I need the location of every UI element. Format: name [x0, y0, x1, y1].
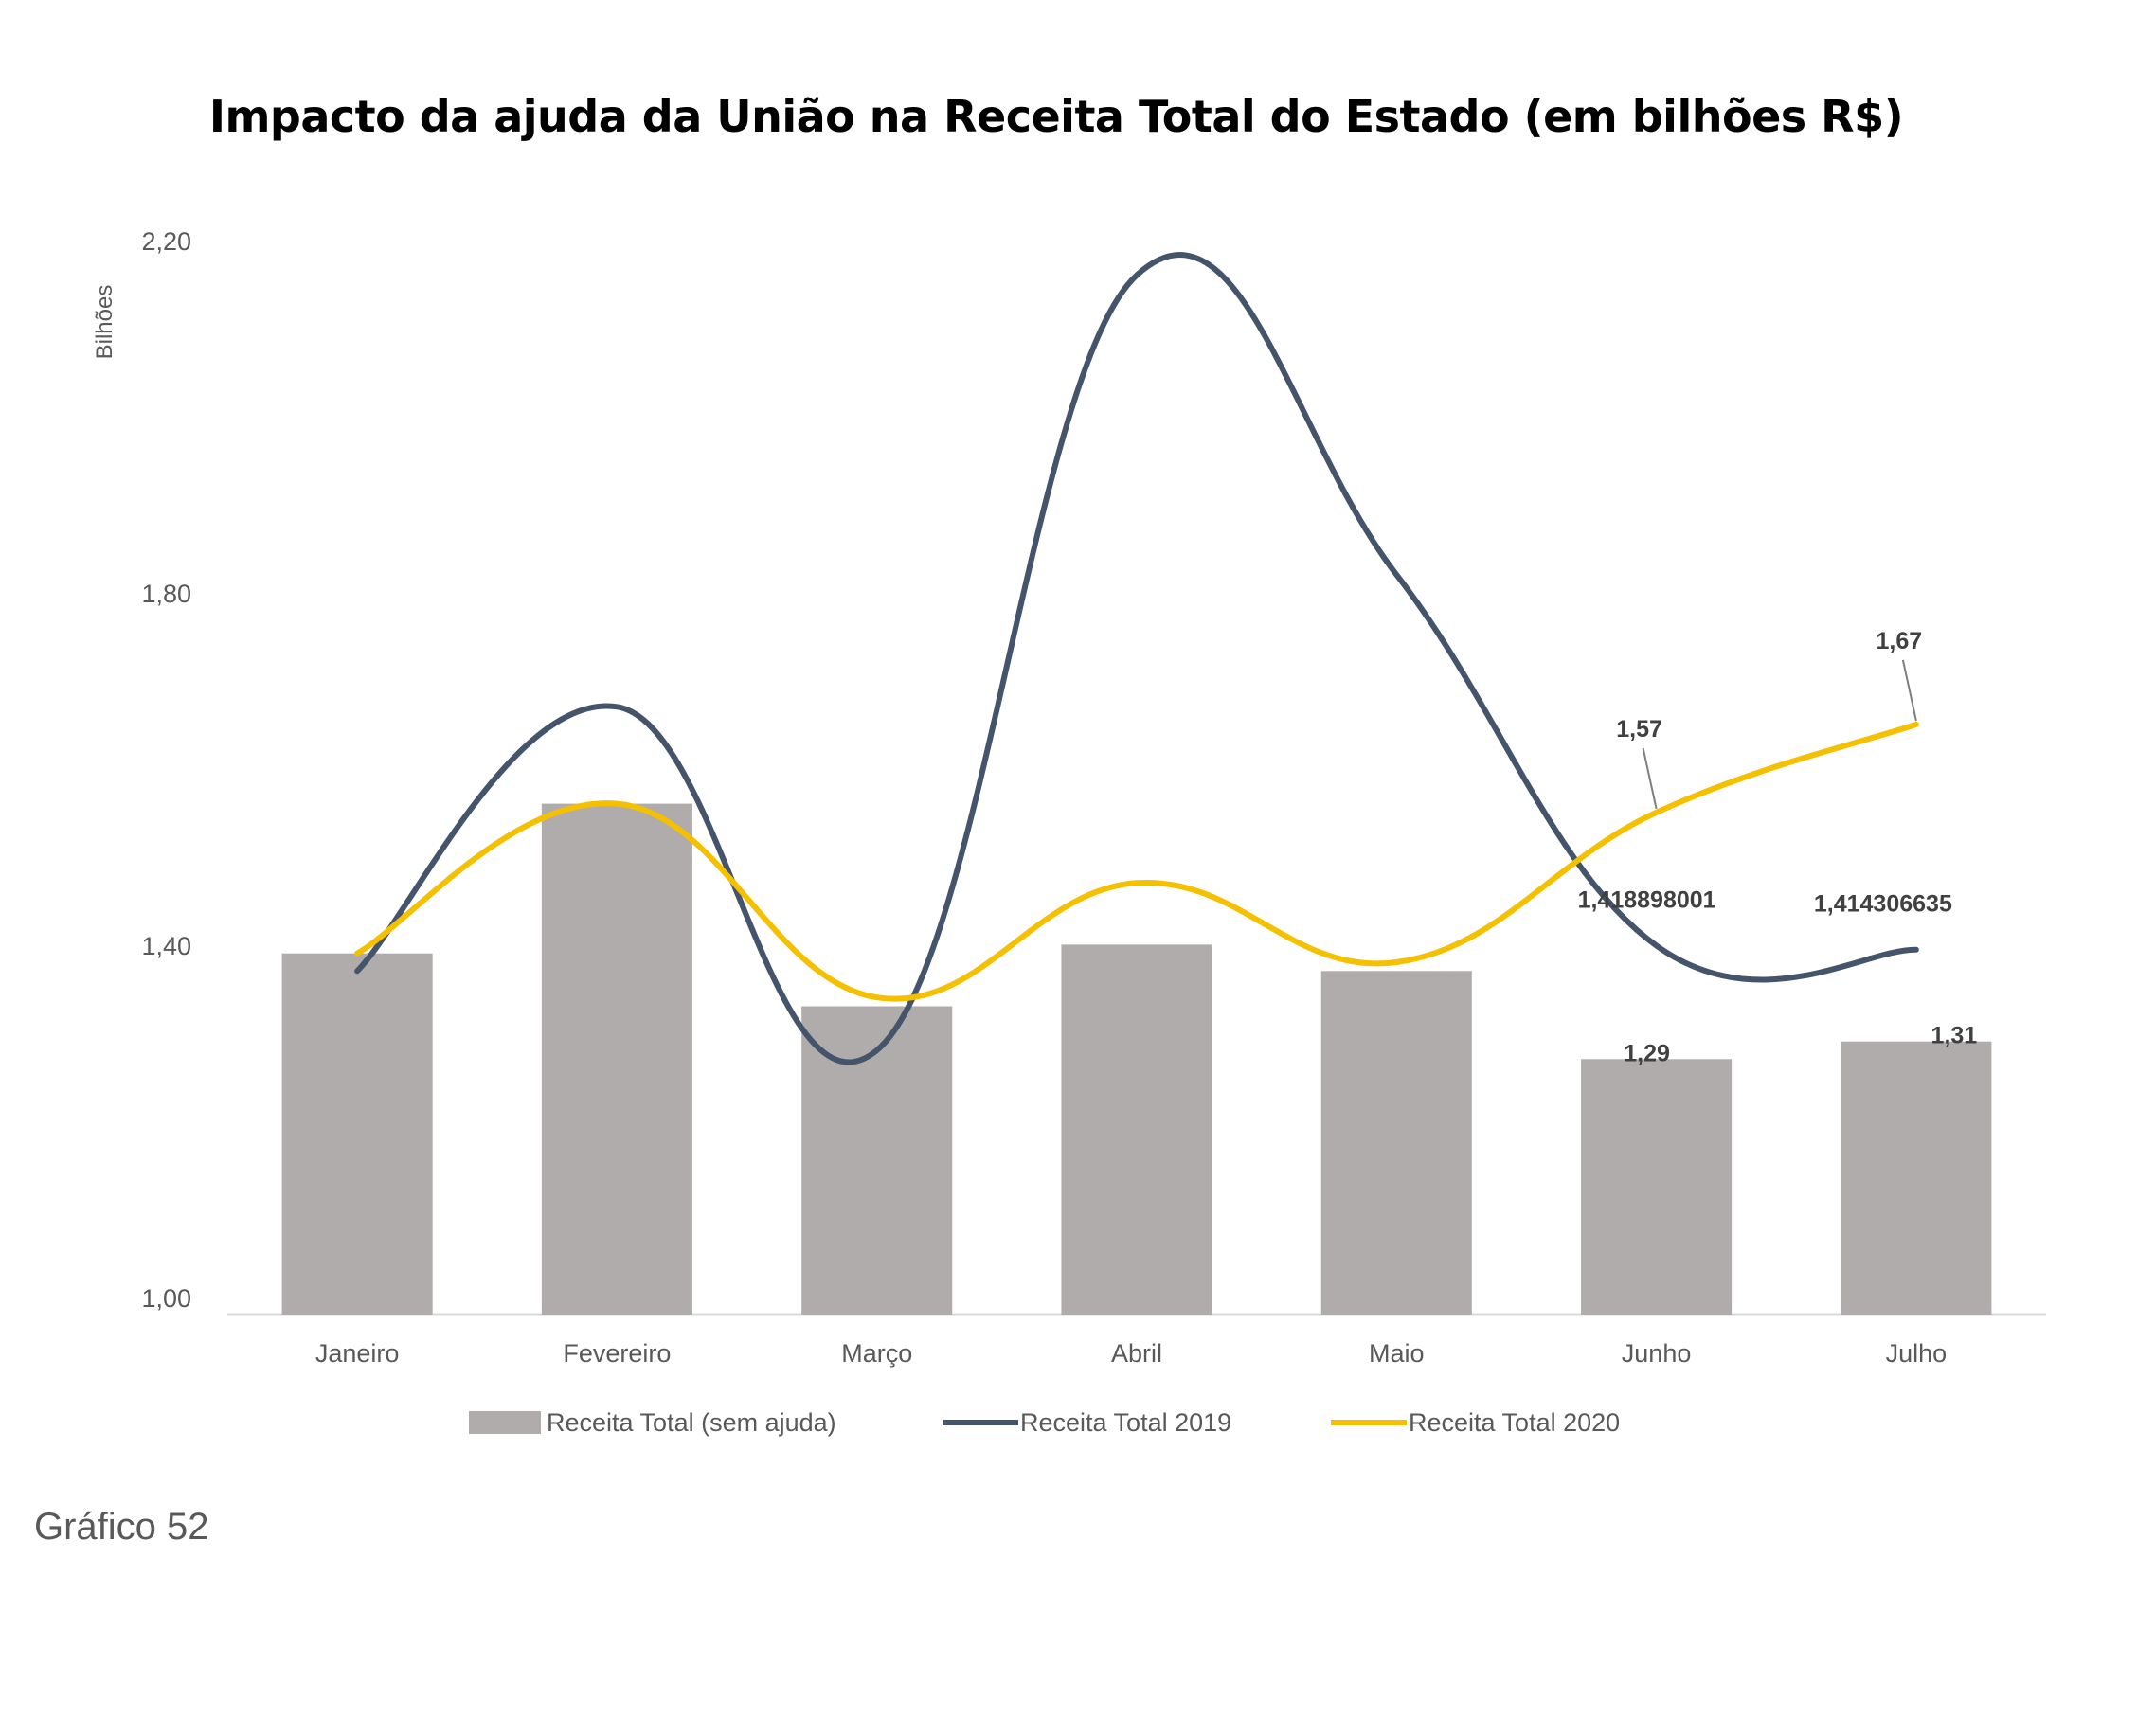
leader-line: [1901, 659, 1917, 722]
bar-data-label: 1,31: [1931, 1023, 1978, 1049]
y-tick-label: 1,00: [141, 1284, 191, 1313]
x-category-label: Fevereiro: [563, 1339, 671, 1368]
legend-label: Receita Total 2020: [1409, 1408, 1620, 1437]
y-tick-label: 1,40: [141, 932, 191, 960]
line-series: [354, 252, 1919, 1065]
x-category-label: Junho: [1622, 1339, 1692, 1368]
legend-swatch-bar: [469, 1411, 541, 1434]
line2019-data-label: 1,418898001: [1578, 886, 1716, 913]
leader-line: [1642, 747, 1658, 810]
y-axis-label: Bilhões: [92, 285, 117, 360]
x-category-label: Maio: [1369, 1339, 1425, 1368]
x-category-label: Julho: [1886, 1339, 1948, 1368]
x-axis-categories: Janeiro Fevereiro Março Abril Maio Junho Julho: [315, 1339, 1947, 1368]
legend-label: Receita Total (sem ajuda): [547, 1408, 836, 1437]
bar-janeiro: [281, 953, 433, 1315]
bar-data-label: 1,29: [1624, 1040, 1670, 1066]
legend: Receita Total (sem ajuda) Receita Total 2…: [469, 1408, 1620, 1437]
legend-label: Receita Total 2019: [1020, 1408, 1231, 1437]
y-tick-label: 1,80: [141, 580, 191, 608]
bar-abril: [1061, 944, 1212, 1315]
bar-fevereiro: [541, 803, 692, 1315]
x-category-label: Abril: [1111, 1339, 1162, 1368]
line2020-data-label: 1,67: [1877, 628, 1923, 654]
figure-caption: Gráfico 52: [34, 1506, 209, 1548]
bar-maio: [1320, 971, 1472, 1315]
bar-julho: [1841, 1041, 1992, 1315]
y-axis-ticks: 1,00 1,40 1,80 2,20: [141, 227, 191, 1313]
x-category-label: Janeiro: [315, 1339, 400, 1368]
line2020-data-label: 1,57: [1616, 716, 1662, 743]
line-2020: [354, 721, 1919, 1002]
line2019-data-label: 1,414306635: [1814, 891, 1952, 918]
y-tick-label: 2,20: [141, 227, 191, 256]
line-2019: [354, 252, 1919, 1065]
chart-title: Impacto da ajuda da União na Receita Tot…: [208, 91, 1904, 142]
x-category-label: Março: [841, 1339, 912, 1368]
data-labels: 1,29 1,31 1,418898001 1,414306635 1,57 1,67: [1578, 628, 1978, 1066]
bar-junho: [1581, 1059, 1733, 1315]
